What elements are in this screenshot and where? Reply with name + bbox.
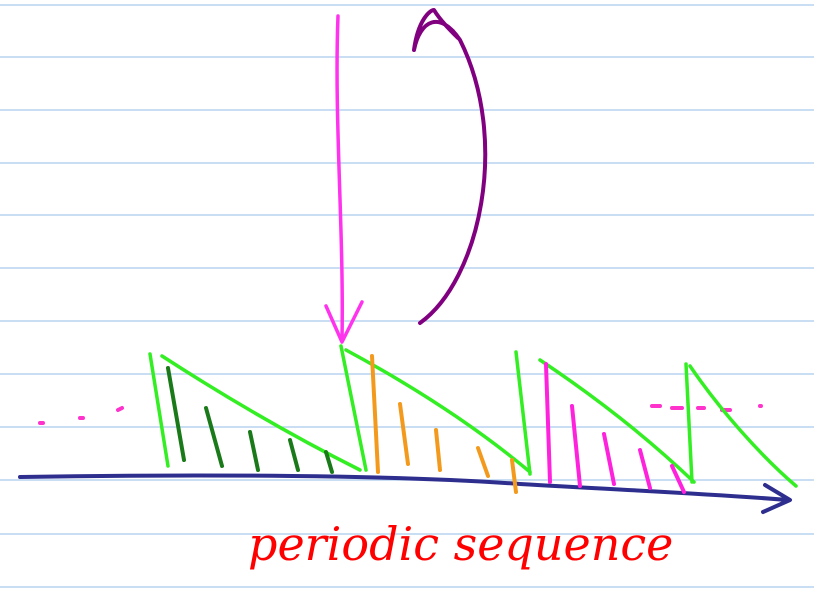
caption: periodic sequence [248,517,673,571]
down-arrow [326,16,362,342]
sawtooth [150,346,796,486]
ruled-lines [0,5,814,587]
samples-green [168,368,332,472]
note-canvas: periodic sequence [0,0,814,593]
time-axis [20,475,790,512]
samples-magenta [546,364,684,492]
